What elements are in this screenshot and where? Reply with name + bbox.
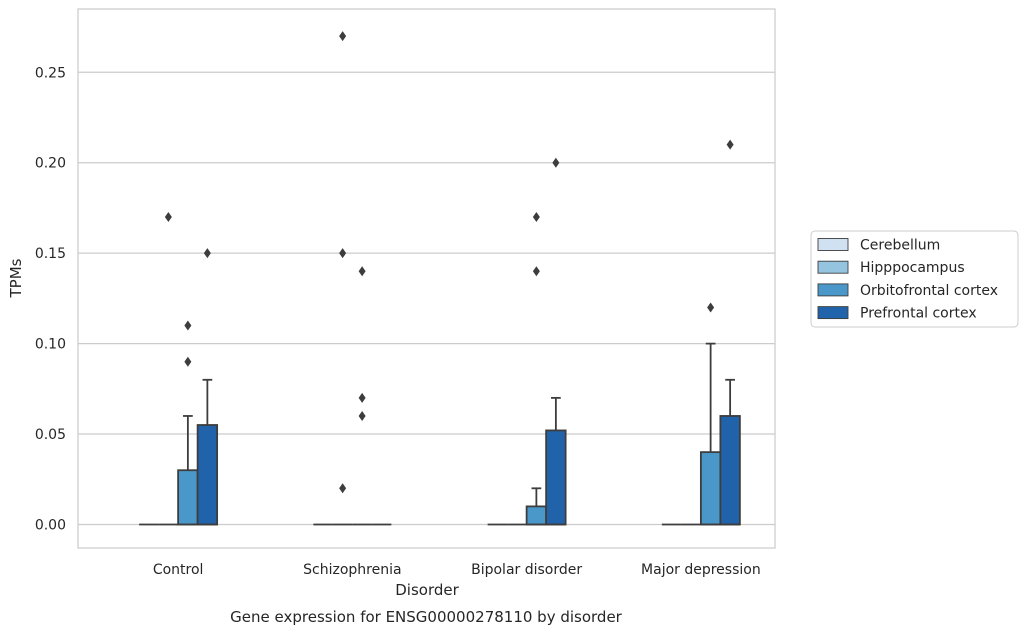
outlier-point xyxy=(339,483,347,494)
outlier-point xyxy=(339,248,347,259)
box-body xyxy=(699,451,722,526)
chart-caption: Gene expression for ENSG00000278110 by d… xyxy=(230,608,623,626)
legend-label: Hipppocampus xyxy=(860,260,965,276)
outlier-point xyxy=(552,157,560,168)
legend-label: Prefrontal cortex xyxy=(860,306,977,322)
y-tick-label: 0.00 xyxy=(35,517,66,533)
outlier-point xyxy=(184,320,192,331)
legend-item: Prefrontal cortex xyxy=(817,306,977,322)
gridlines xyxy=(78,71,775,526)
box-orbitofrontal-cortex xyxy=(352,266,372,526)
legend-label: Cerebellum xyxy=(860,238,940,254)
legend: Cerebellum Hipppocampus Orbitofrontal cort… xyxy=(810,230,1019,328)
y-tick-label: 0.05 xyxy=(35,427,66,443)
plot-frame xyxy=(77,8,776,549)
outlier-point xyxy=(203,248,211,259)
outlier-point xyxy=(532,266,540,277)
y-axis-label: TPMs xyxy=(7,258,25,298)
boxes-layer xyxy=(139,31,741,526)
box-orbitofrontal-cortex xyxy=(525,212,548,526)
y-axis-ticks: 0.00 0.05 0.10 0.15 0.20 0.25 xyxy=(35,65,66,533)
outlier-point xyxy=(358,392,366,403)
box-body xyxy=(525,505,548,526)
outlier-point xyxy=(707,302,715,313)
y-tick-label: 0.10 xyxy=(35,337,66,353)
box-body xyxy=(545,429,567,526)
box-prefrontal-cortex xyxy=(545,157,567,526)
legend-item: Orbitofrontal cortex xyxy=(817,283,998,299)
legend-swatch xyxy=(817,238,849,251)
outlier-point xyxy=(358,266,366,277)
outlier-point xyxy=(358,410,366,421)
box-prefrontal-cortex xyxy=(196,248,219,526)
legend-swatch xyxy=(817,260,849,274)
box-body xyxy=(196,424,219,526)
box-body xyxy=(177,469,199,526)
y-tick-label: 0.15 xyxy=(35,246,66,262)
legend-item: Hipppocampus xyxy=(817,260,965,276)
box-body xyxy=(719,415,741,526)
outlier-point xyxy=(726,139,734,150)
x-tick-label: Major depression xyxy=(641,562,761,578)
legend-item: Cerebellum xyxy=(817,238,940,254)
x-tick-label: Schizophrenia xyxy=(303,562,401,578)
x-axis-ticks: Control Schizophrenia Bipolar disorder Majo… xyxy=(153,562,761,578)
x-axis-label: Disorder xyxy=(395,581,459,599)
legend-swatch xyxy=(817,306,849,320)
outlier-point xyxy=(184,356,192,367)
box-hipppocampus xyxy=(332,31,353,526)
outlier-point xyxy=(339,31,347,42)
box-hipppocampus xyxy=(158,212,179,526)
box-prefrontal-cortex xyxy=(719,139,741,526)
outlier-point xyxy=(164,212,172,223)
legend-label: Orbitofrontal cortex xyxy=(860,283,998,299)
y-tick-label: 0.20 xyxy=(35,156,66,172)
y-tick-label: 0.25 xyxy=(35,65,66,81)
outlier-point xyxy=(532,212,540,223)
x-tick-label: Control xyxy=(153,562,204,578)
x-tick-label: Bipolar disorder xyxy=(471,562,582,578)
box-orbitofrontal-cortex xyxy=(177,320,199,526)
legend-frame xyxy=(810,230,1019,328)
legend-swatch xyxy=(817,283,849,297)
box-orbitofrontal-cortex xyxy=(699,302,722,526)
